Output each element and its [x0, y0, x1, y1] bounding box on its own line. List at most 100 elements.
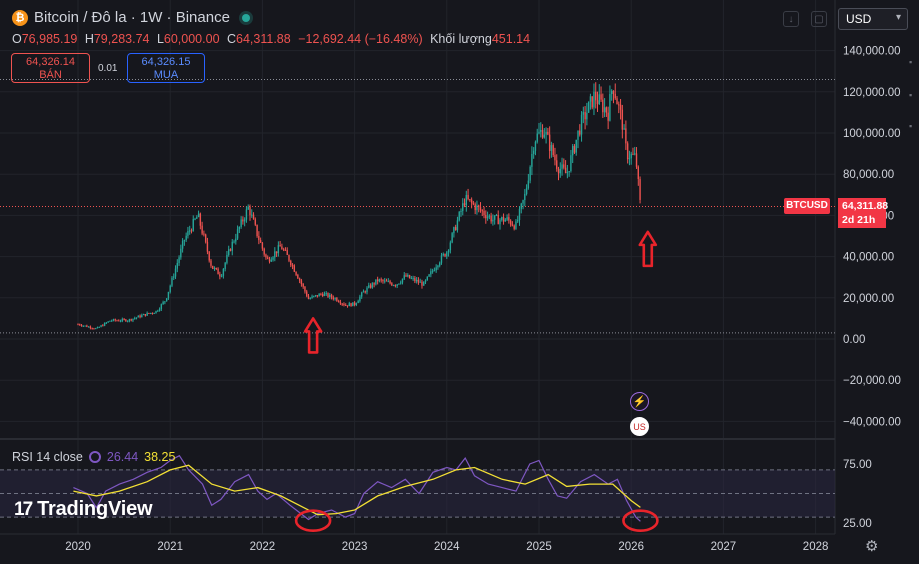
- candle-body: [217, 268, 219, 275]
- candle-body: [268, 258, 271, 262]
- side-toolbar-icon[interactable]: ▪: [909, 90, 913, 100]
- candle-body: [488, 215, 491, 217]
- candle-body: [362, 291, 365, 293]
- us-flag-event-icon[interactable]: US: [630, 417, 649, 436]
- candle-body: [146, 312, 148, 316]
- candles[interactable]: [77, 82, 641, 330]
- buy-button[interactable]: 64,326.15 MUA: [127, 53, 205, 83]
- candle-body: [153, 312, 155, 314]
- candle-body: [571, 146, 574, 156]
- candle-body: [449, 242, 452, 251]
- candle-body: [577, 130, 579, 140]
- candle-body: [210, 260, 212, 266]
- candle-body: [297, 274, 299, 279]
- candle-body: [371, 283, 374, 288]
- sell-label: BÁN: [39, 69, 62, 81]
- candle-body: [472, 202, 475, 205]
- candle-body: [451, 233, 453, 243]
- candle-body: [557, 168, 560, 174]
- candle-body: [155, 310, 157, 313]
- time-axis[interactable]: 2020 2021 2022 2023 2024 2025 2026 2027 2028: [0, 533, 835, 553]
- candle-body: [586, 112, 588, 120]
- candle-body: [277, 245, 280, 254]
- candle-body: [337, 300, 340, 303]
- candle-body: [132, 318, 134, 321]
- candle-body: [180, 248, 182, 258]
- candle-body: [196, 217, 198, 219]
- candle-body: [169, 285, 171, 292]
- candle-body: [456, 220, 459, 231]
- price-tick-label: 120,000.00: [843, 87, 901, 99]
- candle-body: [323, 293, 326, 296]
- candle-body: [630, 153, 632, 159]
- currency-select[interactable]: USD ▾: [838, 8, 908, 30]
- symbol-header[interactable]: ₿ Bitcoin / Đô la · 1W · Binance: [12, 9, 250, 26]
- candle-body: [235, 238, 237, 242]
- candle-body: [126, 320, 129, 322]
- red-arrow-annotation: [303, 317, 323, 354]
- candle-body: [213, 267, 216, 269]
- buy-price: 64,326.15: [141, 56, 191, 68]
- candle-body: [532, 150, 535, 154]
- download-icon[interactable]: ↓: [783, 11, 799, 27]
- candle-body: [141, 315, 143, 318]
- candle-body: [281, 246, 283, 250]
- candle-body: [639, 179, 641, 200]
- candle-body: [598, 94, 600, 105]
- candle-body: [628, 158, 631, 160]
- candle-body: [135, 317, 138, 319]
- candle-body: [199, 213, 202, 226]
- flash-event-icon[interactable]: ⚡: [630, 392, 649, 411]
- price-tick-label: 20,000.00: [843, 293, 894, 305]
- sell-button[interactable]: 64,326.14 BÁN: [11, 53, 90, 83]
- side-toolbar-icon[interactable]: ▪: [909, 57, 913, 67]
- candle-body: [575, 139, 577, 153]
- candle-body: [525, 188, 528, 194]
- candle-body: [236, 229, 239, 239]
- candle-body: [423, 281, 425, 286]
- candle-body: [407, 275, 409, 277]
- indicator-settings-icon[interactable]: [88, 451, 101, 463]
- candle-body: [401, 278, 404, 283]
- grid: [0, 0, 835, 534]
- fullscreen-icon[interactable]: ▢: [811, 11, 827, 27]
- candle-body: [360, 292, 363, 297]
- price-tick-label: 140,000.00: [843, 46, 901, 58]
- candle-body: [570, 155, 572, 172]
- candle-body: [320, 293, 322, 295]
- candle-body: [408, 275, 411, 279]
- candle-body: [470, 199, 473, 203]
- candle-body: [534, 141, 537, 151]
- candle-body: [417, 279, 420, 283]
- candle-body: [219, 274, 221, 277]
- candle-body: [385, 280, 388, 282]
- candle-body: [160, 304, 163, 309]
- candle-body: [394, 285, 397, 287]
- rsi-axis[interactable]: 75.00 25.00: [843, 459, 872, 530]
- candle-body: [396, 284, 398, 286]
- candle-body: [87, 326, 90, 328]
- candle-body: [167, 291, 170, 299]
- price-tick-label: 80,000.00: [843, 169, 894, 181]
- volume-label: Khối lượng: [430, 32, 492, 46]
- candle-body: [373, 283, 375, 285]
- candle-body: [251, 214, 253, 216]
- gear-icon[interactable]: ⚙: [865, 538, 879, 555]
- candle-body: [291, 265, 294, 267]
- candle-body: [513, 225, 515, 229]
- time-tick-label: 2021: [157, 541, 183, 553]
- candle-body: [637, 166, 639, 180]
- candle-body: [118, 320, 120, 322]
- rsi-pane[interactable]: [0, 454, 835, 522]
- rsi-legend[interactable]: RSI 14 close 26.44 38.25: [12, 450, 175, 464]
- candle-body: [321, 294, 324, 296]
- candle-body: [353, 302, 356, 305]
- candle-body: [566, 172, 569, 174]
- candle-body: [430, 271, 432, 275]
- tradingview-logo[interactable]: 17 TradingView: [14, 498, 153, 521]
- candle-body: [282, 249, 285, 251]
- side-toolbar-icon[interactable]: ▪: [909, 121, 913, 131]
- candle-body: [465, 194, 468, 206]
- candle-body: [110, 320, 113, 322]
